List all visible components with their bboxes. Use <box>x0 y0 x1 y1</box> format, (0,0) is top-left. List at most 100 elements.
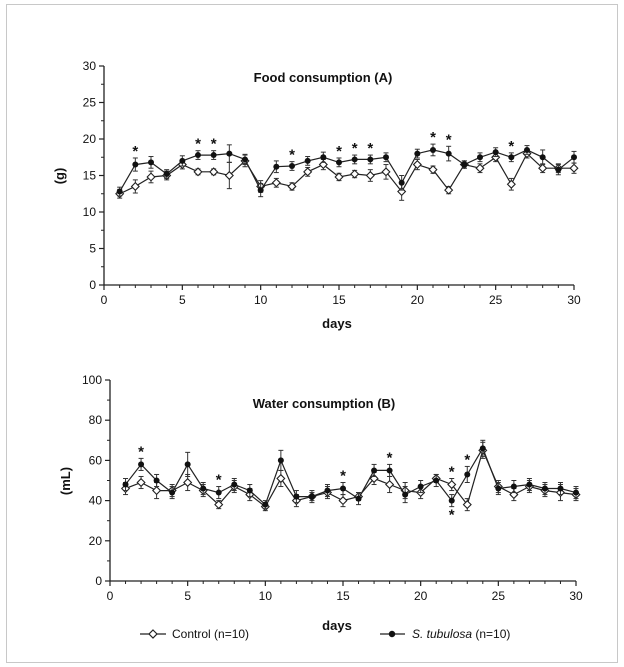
data-point-treatment <box>153 477 160 484</box>
legend-circle-marker <box>388 630 396 638</box>
significance-layer: * * * * * * * * * * <box>132 129 514 164</box>
data-point-treatment <box>477 154 483 161</box>
significance-layer: * * * * * * * <box>138 443 470 523</box>
axes: 0 20 40 60 80 100 0 5 10 15 20 25 30 <box>82 373 583 603</box>
data-point-control <box>385 479 395 490</box>
y-tick-label: 10 <box>83 205 97 219</box>
x-tick-label: 5 <box>184 589 191 603</box>
significance-asterisk: * <box>289 147 295 164</box>
y-tick-label: 20 <box>83 132 97 146</box>
data-point-treatment <box>417 483 424 490</box>
y-tick-label: 100 <box>82 373 102 387</box>
data-point-treatment <box>246 487 253 494</box>
significance-asterisk: * <box>195 136 201 153</box>
data-point-control <box>334 172 344 182</box>
data-point-treatment <box>479 445 486 452</box>
legend-diamond-marker <box>148 629 158 639</box>
data-point-treatment <box>351 156 358 163</box>
legend-item-control: Control (n=10) <box>140 627 249 641</box>
series-layer <box>115 143 579 201</box>
data-point-treatment <box>169 489 176 496</box>
x-tick-label: 0 <box>107 589 114 603</box>
figure-border <box>6 4 618 663</box>
data-point-treatment <box>262 501 269 508</box>
data-point-treatment <box>398 179 405 186</box>
data-point-control <box>447 479 457 490</box>
y-tick-label: 60 <box>89 453 103 467</box>
data-point-treatment <box>355 495 362 502</box>
data-point-control <box>538 163 548 173</box>
data-point-treatment <box>116 188 123 195</box>
data-point-treatment <box>539 154 546 161</box>
data-point-treatment <box>510 483 517 490</box>
data-point-treatment <box>557 485 564 492</box>
data-point-control <box>350 169 360 179</box>
y-tick-label: 5 <box>89 242 96 256</box>
data-point-control <box>287 181 297 192</box>
series-line-control <box>119 152 574 195</box>
series-layer <box>120 439 581 512</box>
x-tick-label: 20 <box>414 589 428 603</box>
legend-label-control: Control (n=10) <box>172 627 249 641</box>
data-point-treatment <box>215 489 222 496</box>
data-point-treatment <box>526 481 533 488</box>
data-point-treatment <box>340 485 346 492</box>
data-point-treatment <box>464 471 471 478</box>
x-tick-label: 10 <box>259 589 273 603</box>
data-point-control <box>136 477 146 488</box>
data-point-treatment <box>571 154 577 161</box>
x-tick-label: 25 <box>492 589 506 603</box>
y-tick-label: 30 <box>83 59 97 73</box>
data-point-control <box>491 152 501 162</box>
data-point-treatment <box>273 163 280 170</box>
data-point-control <box>224 170 234 181</box>
data-point-treatment <box>541 485 548 492</box>
legend-species-name: S. tubulosa <box>412 627 472 641</box>
data-point-treatment <box>386 467 393 474</box>
significance-asterisk: * <box>132 143 138 160</box>
y-tick-label: 25 <box>83 96 97 110</box>
significance-asterisk: * <box>138 443 144 460</box>
data-point-treatment <box>122 481 129 488</box>
x-tick-label: 15 <box>336 589 350 603</box>
x-tick-label: 0 <box>101 293 108 307</box>
significance-asterisk: * <box>449 463 455 480</box>
significance-asterisk: * <box>352 140 358 157</box>
data-point-treatment <box>231 481 238 488</box>
significance-asterisk: * <box>336 143 342 160</box>
y-tick-label: 0 <box>89 278 96 292</box>
y-tick-label: 40 <box>89 494 103 508</box>
data-point-treatment <box>304 157 311 164</box>
data-point-treatment <box>138 461 145 468</box>
panel-water-consumption: Water consumption (B) days (mL) 0 20 40 60 8… <box>58 373 583 633</box>
series-line-control <box>125 448 577 508</box>
significance-asterisk: * <box>367 140 373 157</box>
data-point-treatment <box>461 161 468 168</box>
data-point-treatment <box>573 489 579 496</box>
data-point-treatment <box>293 493 300 500</box>
significance-asterisk: * <box>340 468 346 485</box>
significance-asterisk: * <box>430 129 436 146</box>
legend-label-treatment: S. tubulosa (n=10) <box>412 627 510 641</box>
data-point-control <box>276 473 286 484</box>
data-point-treatment <box>210 152 217 159</box>
data-point-control <box>209 167 219 177</box>
data-point-treatment <box>226 150 233 157</box>
y-axis-label: (mL) <box>58 467 73 495</box>
chart-title: Food consumption (A) <box>254 70 393 85</box>
x-axis-label: days <box>322 316 352 331</box>
data-point-treatment <box>371 467 378 474</box>
data-point-control <box>183 477 193 488</box>
chart-title: Water consumption (B) <box>253 396 396 411</box>
data-point-treatment <box>448 497 455 504</box>
data-point-treatment <box>508 154 515 161</box>
x-tick-label: 30 <box>567 293 581 307</box>
significance-asterisk: * <box>216 472 222 489</box>
data-point-control <box>506 179 516 189</box>
data-point-control <box>569 163 579 173</box>
significance-asterisk: * <box>449 507 455 524</box>
data-point-treatment <box>495 485 502 492</box>
data-point-treatment <box>289 163 295 170</box>
